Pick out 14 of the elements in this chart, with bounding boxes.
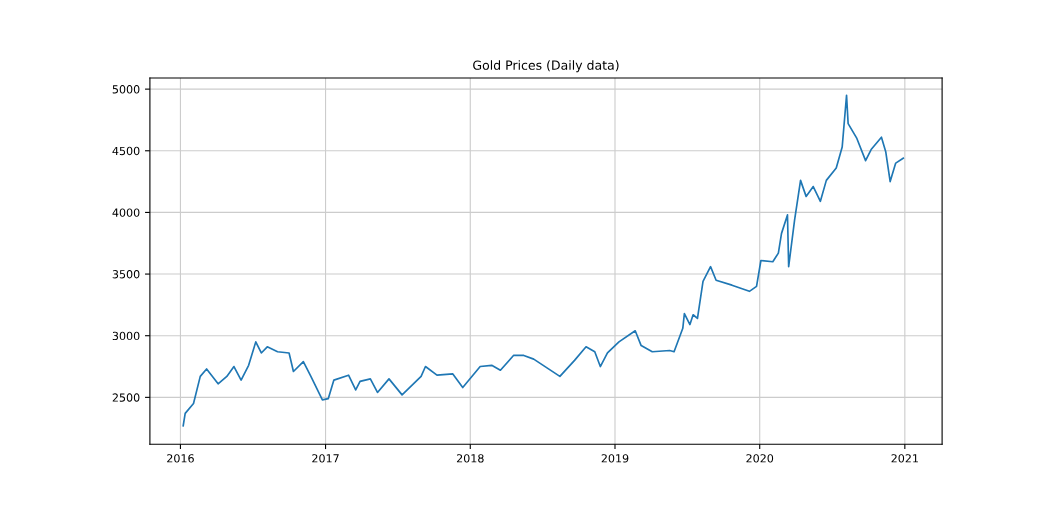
y-tick-label: 5000	[112, 85, 140, 94]
x-tick-label: 2017	[312, 454, 339, 463]
chart-title: Gold Prices (Daily data)	[473, 60, 619, 73]
y-tick-label: 3000	[112, 331, 140, 341]
y-tick-label: 4500	[112, 146, 140, 156]
x-tick-label: 2019	[601, 454, 629, 463]
x-tick-label: 2020	[746, 454, 774, 463]
y-tick-label: 3500	[112, 270, 140, 279]
y-tick-label: 2500	[112, 393, 140, 402]
y-tick-label: 4000	[112, 208, 140, 217]
x-tick-label: 2018	[456, 454, 484, 463]
x-tick-label: 2016	[167, 454, 194, 463]
x-tick-label: 2021	[891, 454, 918, 463]
line-series	[182, 94, 905, 427]
